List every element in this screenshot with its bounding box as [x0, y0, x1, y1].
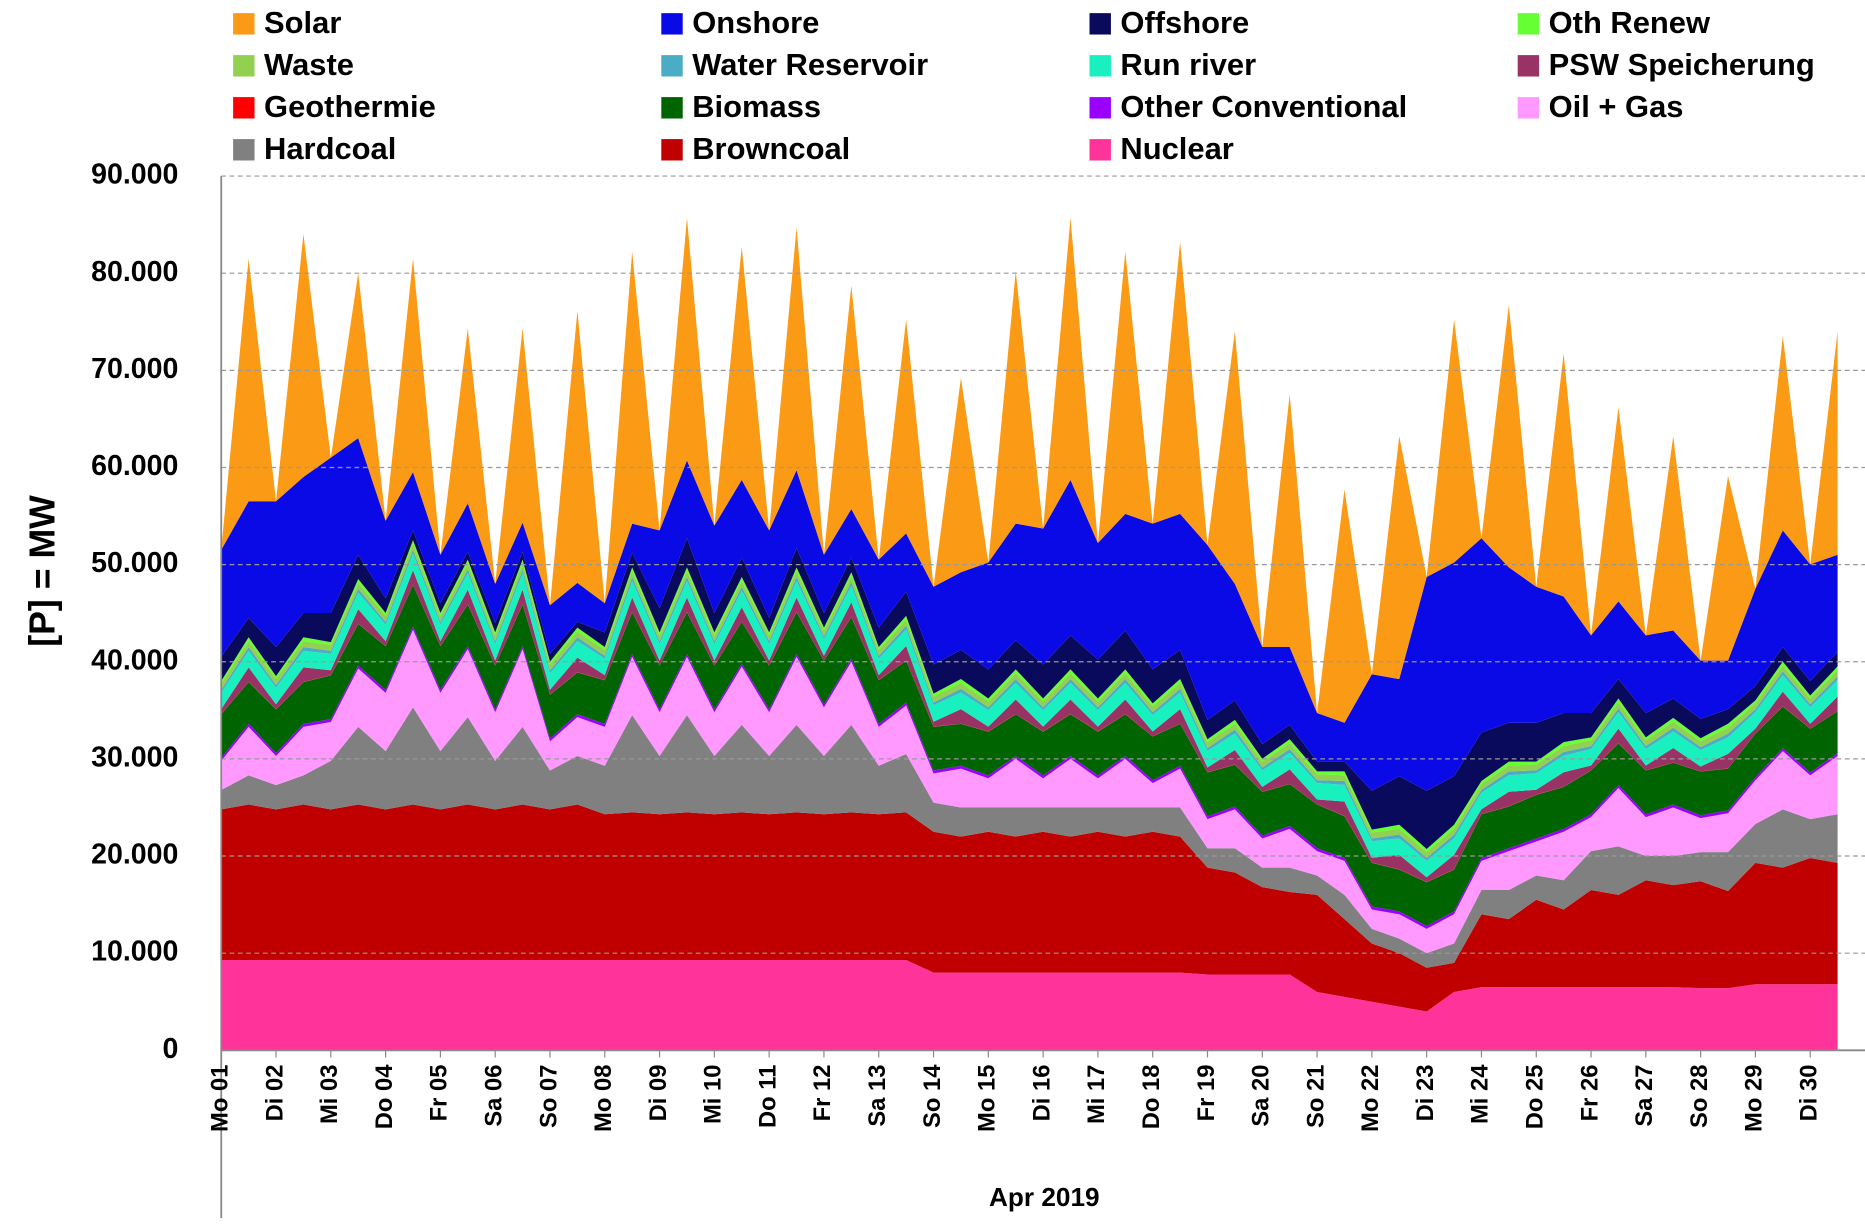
- legend-swatch: [1517, 97, 1540, 119]
- legend-swatch: [661, 139, 683, 161]
- x-tick-label: Mo 08: [590, 1065, 617, 1132]
- x-tick-label: Do 04: [371, 1064, 398, 1130]
- x-tick-label: Fr 12: [809, 1065, 836, 1122]
- y-tick-label: 60.000: [91, 450, 178, 482]
- legend-label: Geothermie: [264, 89, 436, 124]
- legend-swatch: [661, 55, 683, 77]
- x-tick-label: Mi 17: [1083, 1065, 1110, 1124]
- x-tick-label: Sa 06: [480, 1065, 507, 1127]
- legend-label: Onshore: [692, 5, 819, 40]
- area: [221, 959, 1838, 1051]
- x-tick-label: Mo 29: [1741, 1065, 1768, 1132]
- legend-swatch: [233, 13, 255, 35]
- legend-swatch: [1089, 13, 1111, 35]
- area: [221, 707, 1838, 968]
- x-tick-label: Do 11: [754, 1065, 781, 1128]
- legend-swatch: [233, 97, 255, 119]
- y-tick-label: 0: [163, 1033, 179, 1065]
- legend-swatch: [233, 55, 255, 77]
- x-tick-label: Mo 01: [207, 1065, 234, 1132]
- area: [221, 585, 1838, 926]
- x-tick-label: Mo 22: [1357, 1065, 1384, 1132]
- x-tick-label: So 07: [535, 1065, 562, 1128]
- legend-swatch: [661, 13, 683, 35]
- x-tick-label: Mo 15: [974, 1065, 1001, 1132]
- legend-label: Nuclear: [1120, 131, 1233, 166]
- x-tick-label: Mi 03: [316, 1065, 343, 1124]
- legend-label: Waste: [264, 47, 354, 82]
- x-tick-label: Sa 13: [864, 1065, 891, 1127]
- area: [221, 217, 1838, 723]
- x-axis-label: Apr 2019: [989, 1182, 1100, 1212]
- x-tick-label: Mi 24: [1467, 1064, 1494, 1124]
- y-axis-label: [P] = MW: [23, 495, 63, 647]
- x-tick-label: So 21: [1302, 1065, 1329, 1128]
- x-tick-label: Di 23: [1412, 1065, 1439, 1122]
- legend-label: Oil + Gas: [1549, 89, 1684, 124]
- area: [221, 438, 1838, 791]
- legend-label: Water Reservoir: [692, 47, 928, 82]
- areas: [221, 217, 1838, 1051]
- legend-swatch: [1089, 139, 1111, 161]
- x-tick-label: Do 25: [1522, 1065, 1549, 1130]
- x-tick-label: Fr 19: [1193, 1065, 1220, 1122]
- x-tick-label: Fr 26: [1576, 1065, 1603, 1122]
- legend-label: Run river: [1120, 47, 1256, 82]
- legend-label: Offshore: [1120, 5, 1249, 40]
- legend-swatch: [233, 139, 255, 161]
- x-tick-label: Sa 27: [1631, 1065, 1658, 1127]
- legend-swatch: [1089, 55, 1111, 77]
- y-tick-label: 20.000: [91, 839, 178, 871]
- legend-swatch: [661, 97, 683, 119]
- y-tick-label: 70.000: [91, 353, 178, 385]
- legend-label: Solar: [264, 5, 341, 40]
- x-tick-label: Mi 10: [700, 1065, 727, 1124]
- legend-label: Other Conventional: [1120, 89, 1407, 124]
- x-tick-label: So 14: [919, 1064, 946, 1128]
- x-tick-label: Do 18: [1138, 1065, 1165, 1130]
- x-tick-label: Di 02: [261, 1065, 288, 1122]
- x-tick-label: Sa 20: [1248, 1065, 1275, 1127]
- y-tick-label: 50.000: [91, 547, 178, 579]
- legend-label: Browncoal: [692, 131, 850, 166]
- legend-swatch: [1517, 13, 1540, 35]
- y-tick-label: 90.000: [91, 159, 178, 191]
- y-tick-label: 30.000: [91, 741, 178, 773]
- y-tick-label: 10.000: [91, 936, 178, 968]
- y-tick-label: 40.000: [91, 644, 178, 676]
- legend-swatch: [1089, 97, 1111, 119]
- y-tick-label: 80.000: [91, 256, 178, 288]
- x-tick-label: Di 16: [1028, 1065, 1055, 1122]
- legend-label: Oth Renew: [1549, 5, 1711, 40]
- legend-label: Hardcoal: [264, 131, 396, 166]
- x-tick-label: Di 30: [1795, 1065, 1822, 1122]
- x-tick-label: Fr 05: [426, 1065, 453, 1122]
- area: [221, 629, 1838, 954]
- legend-label: PSW Speicherung: [1549, 47, 1815, 82]
- legend-label: Biomass: [692, 89, 821, 124]
- legend-swatch: [1517, 55, 1540, 77]
- x-tick-label: Di 09: [645, 1065, 672, 1122]
- x-tick-label: So 28: [1686, 1065, 1713, 1128]
